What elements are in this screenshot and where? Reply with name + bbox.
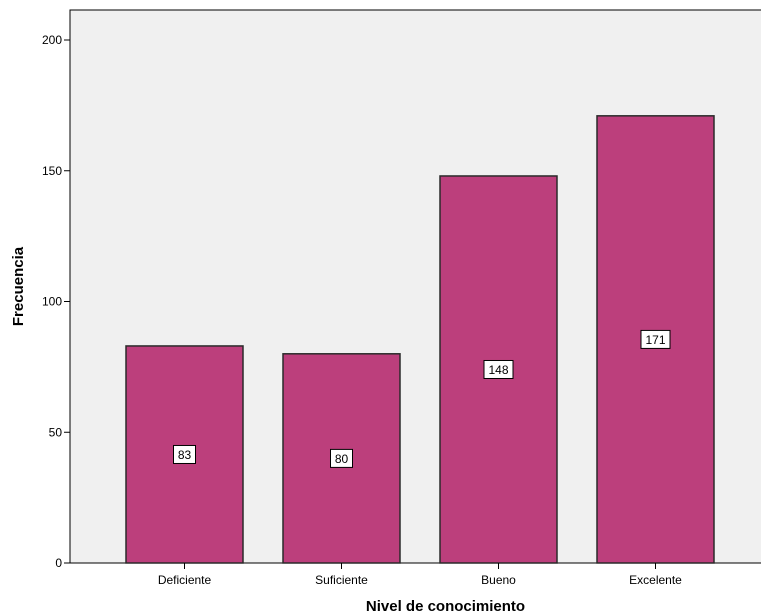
x-tick-label-bueno: Bueno: [481, 573, 516, 587]
data-label-text: 148: [488, 363, 508, 377]
y-axis-title: Frecuencia: [10, 246, 27, 326]
data-label-box: [640, 329, 671, 349]
data-label-deficiente: 83: [173, 444, 196, 464]
data-label-box: [483, 359, 514, 379]
data-label-bueno: 148: [483, 359, 514, 379]
x-tick-label-deficiente: Deficiente: [158, 573, 212, 587]
data-label-suficiente: 80: [330, 448, 353, 468]
y-tick-label: 150: [42, 164, 62, 178]
data-label-text: 80: [335, 452, 349, 466]
data-label-text: 83: [178, 448, 192, 462]
x-axis-title: Nivel de conocimiento: [366, 598, 525, 615]
y-tick-label: 50: [49, 425, 63, 439]
x-tick-label-suficiente: Suficiente: [315, 573, 368, 587]
x-axis: Deficiente Suficiente Bueno Excelente: [158, 563, 682, 587]
data-label-box: [330, 448, 353, 468]
data-label-box: [173, 444, 196, 464]
y-tick-label: 200: [42, 33, 62, 47]
y-axis: 0 50 100 150 200: [42, 33, 70, 570]
y-tick-label: 100: [42, 295, 62, 309]
y-tick-label: 0: [55, 556, 62, 570]
data-label-excelente: 171: [640, 329, 671, 349]
x-tick-label-excelente: Excelente: [629, 573, 682, 587]
data-label-text: 171: [645, 333, 665, 347]
data-labels: 83 80 148 171: [173, 329, 671, 468]
